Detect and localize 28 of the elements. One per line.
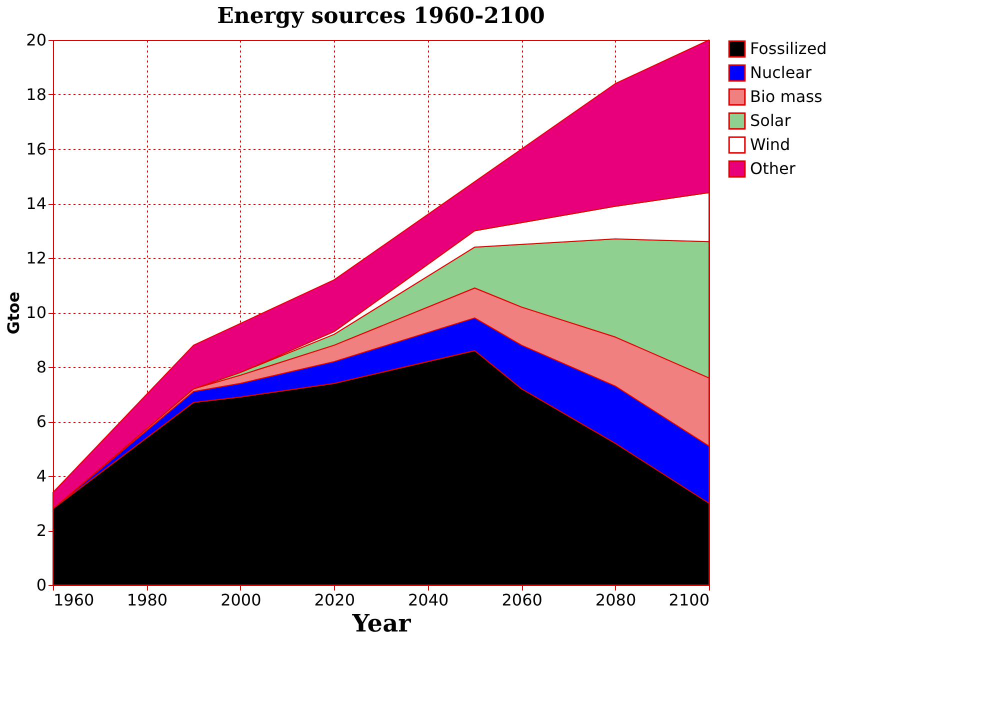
legend-label: Fossilized: [750, 39, 827, 58]
legend-label: Solar: [750, 111, 792, 130]
chart-title: Energy sources 1960-2100: [217, 3, 545, 29]
x-axis-title: Year: [351, 608, 412, 638]
x-tick-label: 2000: [220, 590, 262, 610]
y-tick-label: 0: [36, 576, 46, 594]
legend-label: Nuclear: [750, 63, 812, 82]
y-tick-label: 12: [26, 248, 46, 268]
y-tick-label: 4: [36, 466, 46, 486]
legend-label: Wind: [750, 135, 790, 154]
legend-label: Bio mass: [750, 87, 822, 106]
legend-label: Other: [750, 159, 796, 178]
y-tick-label: 10: [26, 303, 46, 322]
y-tick-label: 18: [26, 85, 46, 104]
y-tick-label: 8: [36, 358, 46, 376]
x-tick-label: 2060: [502, 590, 542, 610]
x-tick-label: 1960: [54, 590, 94, 610]
y-tick-label: 6: [36, 412, 46, 431]
y-tick-label: 2: [36, 521, 46, 540]
y-tick-label: 20: [26, 30, 46, 50]
x-tick-label: 2020: [314, 590, 355, 610]
x-tick-label: 2080: [595, 590, 636, 610]
y-axis-title: Gtoe: [4, 292, 24, 334]
x-tick-label: 2040: [408, 590, 449, 610]
x-tick-label: 2100: [668, 590, 710, 610]
y-tick-label: 16: [26, 140, 46, 158]
y-tick-label: 14: [26, 194, 46, 213]
x-tick-label: 1980: [126, 590, 168, 610]
